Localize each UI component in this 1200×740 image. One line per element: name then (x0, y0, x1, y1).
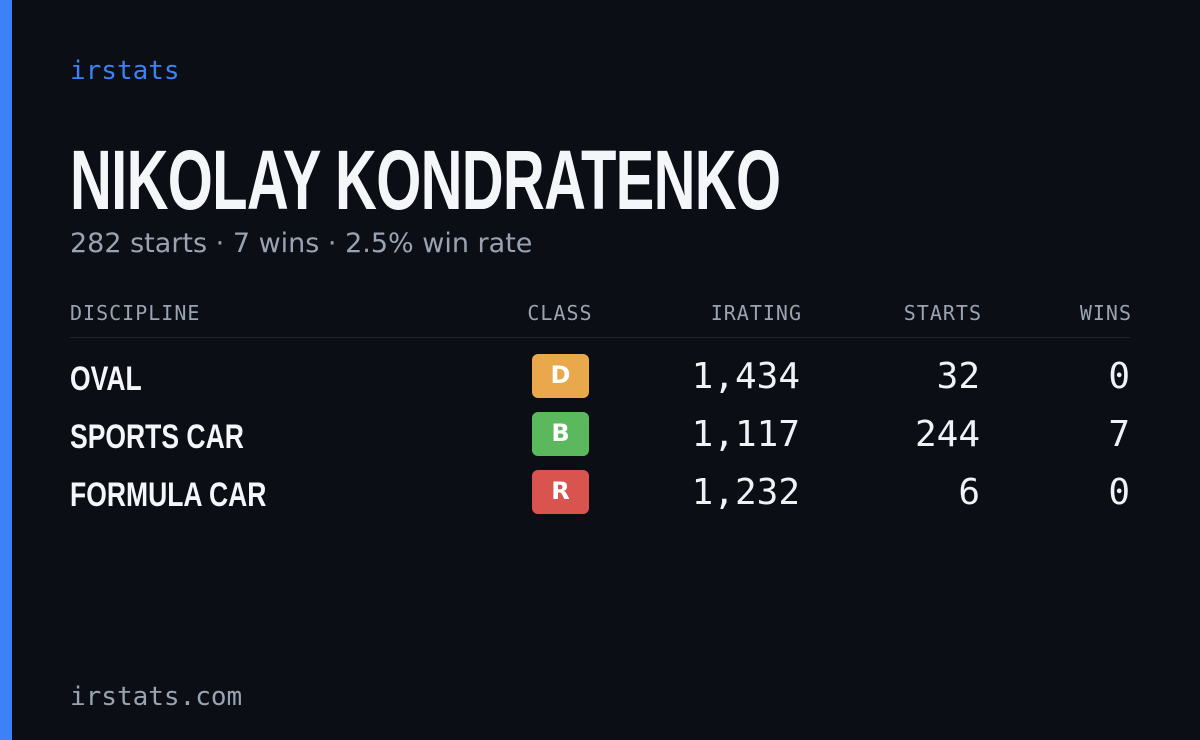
brand: irstats (70, 56, 180, 86)
column-header: CLASS (527, 301, 593, 325)
column-header: IRATING (710, 301, 802, 325)
class-badge: R (532, 470, 589, 514)
starts: 6 (958, 472, 980, 513)
starts: 244 (914, 414, 980, 455)
column-header: STARTS (903, 301, 982, 325)
wins: 0 (1108, 472, 1130, 513)
discipline: SPORTS CAR (70, 418, 244, 456)
discipline: OVAL (70, 360, 142, 398)
driver-name: NIKOLAY KONDRATENKO (70, 133, 781, 227)
summary: 282 starts · 7 wins · 2.5% win rate (70, 228, 533, 259)
divider (70, 337, 1130, 338)
starts: 32 (936, 356, 980, 397)
irating: 1,232 (691, 472, 800, 513)
wins: 0 (1108, 356, 1130, 397)
irating: 1,117 (691, 414, 800, 455)
column-header: WINS (1079, 301, 1132, 325)
accent-bar (0, 0, 12, 740)
irating: 1,434 (691, 356, 800, 397)
class-badge: B (532, 412, 589, 456)
wins: 7 (1108, 414, 1130, 455)
discipline: FORMULA CAR (70, 476, 267, 514)
column-header: DISCIPLINE (70, 301, 201, 325)
site-url: irstats.com (70, 682, 243, 712)
class-badge: D (532, 354, 589, 398)
